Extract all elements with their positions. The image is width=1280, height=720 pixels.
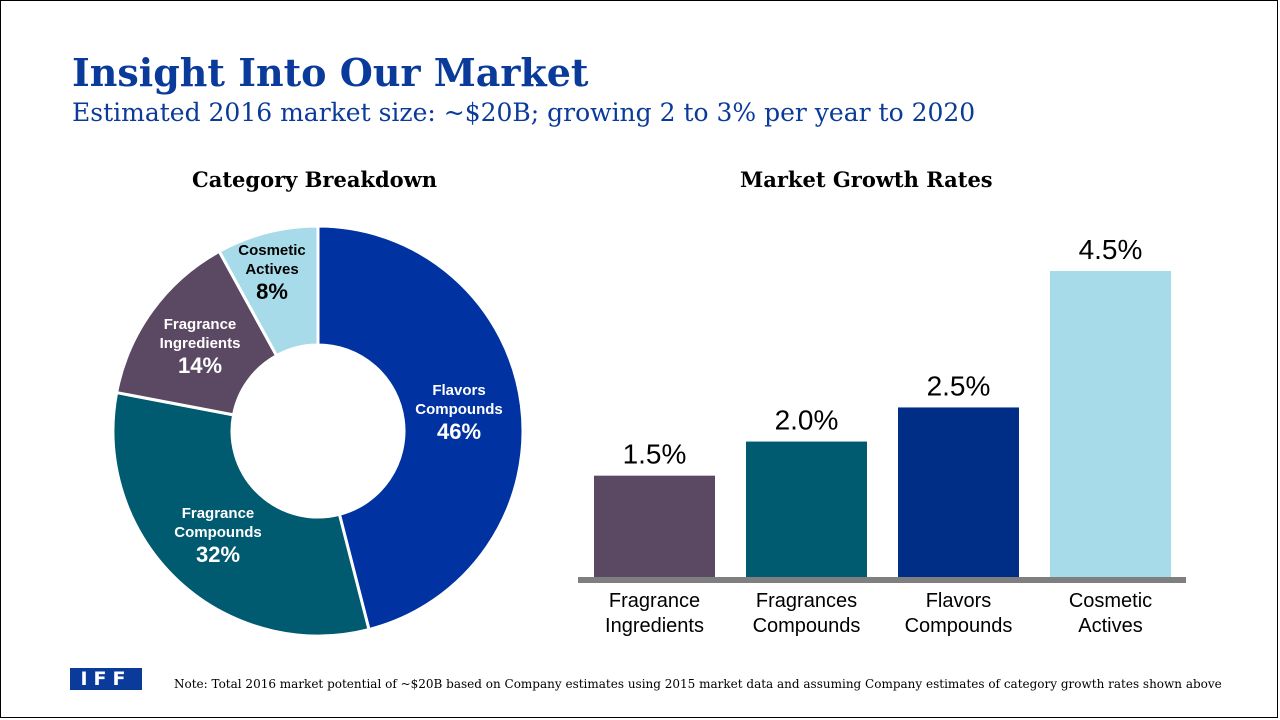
page-subtitle: Estimated 2016 market size: ~$20B; growi… (72, 98, 976, 127)
pie-label-fragrance-ingredients-line2: Ingredients (160, 335, 241, 352)
pie-label-fragrance-compounds-line2: Compounds (174, 524, 262, 541)
pie-value-flavors-compounds: 46% (437, 419, 481, 444)
pie-label-flavors-compounds-line1: Flavors (432, 382, 485, 399)
pie-slice-flavors-compounds (316, 224, 525, 632)
bar-fragrance-ingredients (594, 475, 715, 578)
pie-value-fragrance-ingredients: 14% (178, 353, 222, 378)
pie-label-flavors-compounds-line2: Compounds (415, 401, 503, 418)
pie-slice-fragrance-compounds (111, 390, 371, 638)
bar-value-cosmetic-actives: 4.5% (1079, 234, 1143, 265)
bar-category-fragrances-compounds-line1: Fragrances (756, 590, 857, 612)
bar-category-cosmetic-actives-line2: Actives (1078, 615, 1142, 637)
iff-logo: IFF (70, 668, 142, 690)
bar-category-fragrance-ingredients-line2: Ingredients (605, 615, 704, 637)
footnote: Note: Total 2016 market potential of ~$2… (174, 677, 1222, 691)
bar-category-fragrances-compounds-line2: Compounds (753, 615, 861, 637)
bar-value-fragrances-compounds: 2.0% (775, 405, 839, 436)
bar-category-fragrance-ingredients-line1: Fragrance (609, 590, 700, 612)
pie-chart-title: Category Breakdown (192, 167, 438, 192)
pie-label-cosmetic-actives-line1: Cosmetic (238, 242, 306, 259)
pie-value-fragrance-compounds: 32% (196, 542, 240, 567)
page-title: Insight Into Our Market (72, 50, 589, 95)
pie-label-fragrance-compounds-line1: Fragrance (182, 505, 255, 522)
bar-category-cosmetic-actives-line1: Cosmetic (1069, 590, 1152, 612)
bar-category-flavors-compounds-line2: Compounds (905, 615, 1013, 637)
bar-value-flavors-compounds: 2.5% (927, 370, 991, 401)
bar-value-fragrance-ingredients: 1.5% (623, 439, 687, 470)
pie-value-cosmetic-actives: 8% (256, 279, 288, 304)
pie-slice-fragrance-ingredients (114, 249, 279, 417)
pie-label-fragrance-ingredients-line1: Fragrance (164, 316, 237, 333)
pie-slice-cosmetic-actives (217, 224, 320, 358)
bar-category-flavors-compounds-line1: Flavors (926, 590, 992, 612)
bar-flavors-compounds (898, 407, 1019, 578)
bar-chart-title: Market Growth Rates (740, 167, 993, 192)
pie-label-cosmetic-actives-line2: Actives (245, 261, 298, 278)
bar-fragrances-compounds (746, 441, 867, 578)
bar-cosmetic-actives (1050, 271, 1171, 578)
